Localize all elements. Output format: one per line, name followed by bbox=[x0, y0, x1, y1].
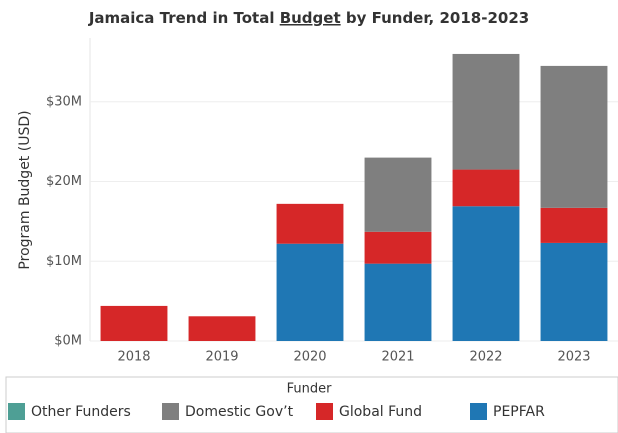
bar-segment bbox=[276, 203, 344, 244]
bar-segment bbox=[540, 65, 608, 208]
legend-swatch bbox=[8, 403, 25, 420]
bar-segment bbox=[364, 263, 432, 341]
legend-title: Funder bbox=[287, 382, 332, 397]
title-part: Jamaica Trend in Total bbox=[88, 9, 280, 27]
bar-segment bbox=[276, 243, 344, 341]
x-tick-label: 2023 bbox=[557, 350, 590, 365]
bar-segment bbox=[188, 316, 256, 341]
x-tick-label: 2020 bbox=[293, 350, 326, 365]
chart-title: Jamaica Trend in Total Budget by Funder,… bbox=[88, 9, 529, 27]
legend-swatch bbox=[470, 403, 487, 420]
legend-label: Domestic Gov’t bbox=[185, 404, 294, 420]
legend-swatch bbox=[162, 403, 179, 420]
legend-label: PEPFAR bbox=[493, 404, 545, 420]
x-tick-label: 2021 bbox=[381, 350, 414, 365]
y-tick-label: $30M bbox=[46, 94, 82, 109]
bar-segment bbox=[452, 206, 520, 341]
y-tick-label: $10M bbox=[46, 254, 82, 269]
x-tick-label: 2019 bbox=[205, 350, 238, 365]
legend-swatch bbox=[316, 403, 333, 420]
x-tick-label: 2022 bbox=[469, 350, 502, 365]
bar-segment bbox=[364, 231, 432, 264]
legend-label: Global Fund bbox=[339, 404, 422, 420]
bar-segment bbox=[364, 157, 432, 232]
legend-box bbox=[5, 376, 618, 433]
bar-segment bbox=[540, 242, 608, 341]
bar-segment bbox=[100, 305, 168, 341]
title-part: Budget bbox=[280, 9, 341, 27]
legend-label: Other Funders bbox=[31, 404, 131, 420]
y-tick-label: $20M bbox=[46, 174, 82, 189]
bar-segment bbox=[452, 169, 520, 207]
y-axis-label: Program Budget (USD) bbox=[17, 110, 33, 269]
bar-segment bbox=[452, 53, 520, 170]
y-tick-label: $0M bbox=[54, 334, 82, 349]
title-part: by Funder, 2018-2023 bbox=[341, 9, 530, 27]
bar-segment bbox=[540, 207, 608, 243]
x-tick-label: 2018 bbox=[117, 350, 150, 365]
